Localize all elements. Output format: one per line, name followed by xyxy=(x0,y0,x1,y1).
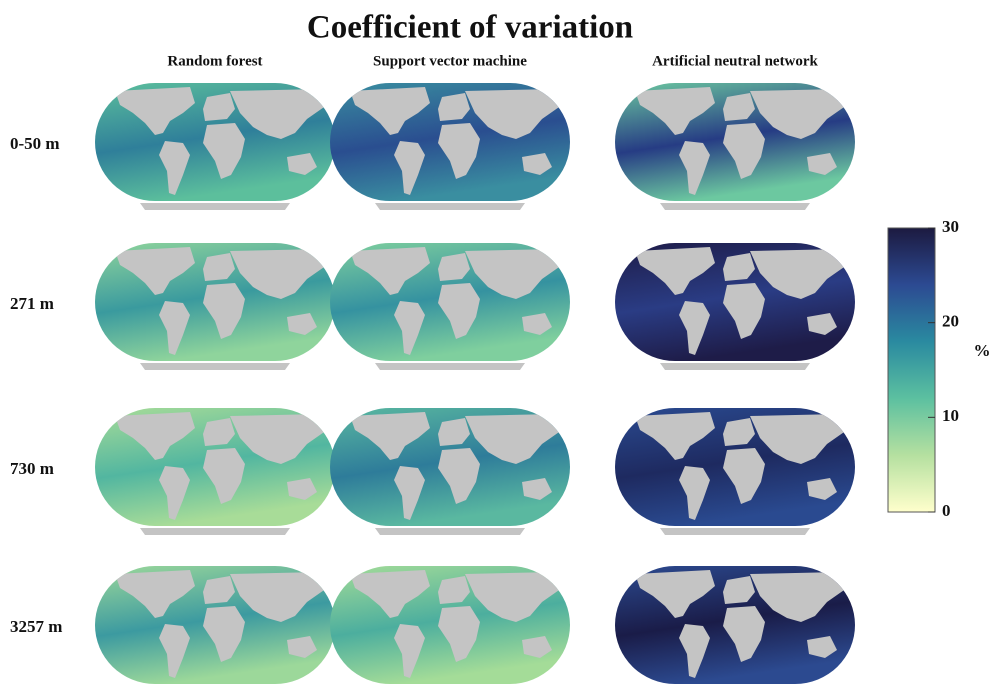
antarctica xyxy=(660,363,810,370)
antarctica xyxy=(660,203,810,210)
map xyxy=(95,83,335,210)
map xyxy=(95,408,335,535)
map xyxy=(95,243,335,370)
colorbar-tick-label: 10 xyxy=(942,406,959,425)
antarctica xyxy=(375,363,525,370)
column-label: Support vector machine xyxy=(373,53,527,69)
column-label: Artificial neutral network xyxy=(652,53,818,69)
figure-title: Coefficient of variation xyxy=(307,10,633,46)
map xyxy=(330,83,570,210)
antarctica xyxy=(140,203,290,210)
colorbar-unit: % xyxy=(974,341,991,360)
colorbar-tick-label: 20 xyxy=(942,312,959,331)
antarctica xyxy=(375,528,525,535)
column-label: Random forest xyxy=(167,53,262,69)
map xyxy=(615,243,855,370)
colorbar-tick-label: 30 xyxy=(942,217,959,236)
colorbar-tick-label: 0 xyxy=(942,501,951,520)
row-label: 0-50 m xyxy=(10,134,60,153)
map xyxy=(615,566,855,684)
map xyxy=(330,408,570,535)
row-label: 3257 m xyxy=(10,617,62,636)
map-grid xyxy=(95,83,855,684)
antarctica xyxy=(375,203,525,210)
map xyxy=(95,566,335,684)
map xyxy=(615,408,855,535)
row-label: 730 m xyxy=(10,459,54,478)
antarctica xyxy=(140,363,290,370)
antarctica xyxy=(140,528,290,535)
colorbar xyxy=(887,227,936,513)
map xyxy=(330,566,570,684)
row-label: 271 m xyxy=(10,294,54,313)
map xyxy=(330,243,570,370)
antarctica xyxy=(660,528,810,535)
map xyxy=(615,83,855,210)
